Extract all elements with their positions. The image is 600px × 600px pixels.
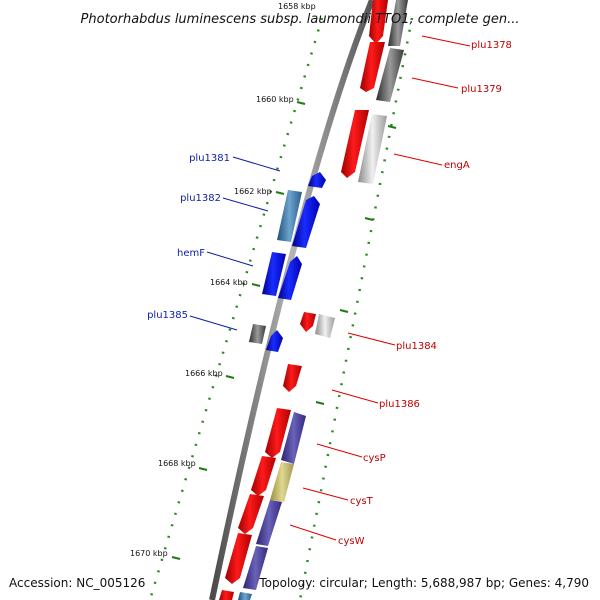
gene-plu1382-steel[interactable] — [277, 190, 302, 242]
gene-label-plu1384[interactable]: plu1384 — [396, 341, 437, 352]
feature-gray-3[interactable] — [358, 114, 387, 184]
paired-features — [238, 0, 408, 600]
gene-label-plu1378[interactable]: plu1378 — [471, 40, 512, 51]
gene-plu1385[interactable] — [266, 330, 283, 352]
gene-unlabeled-1[interactable] — [225, 533, 252, 584]
gene-label-plu1379[interactable]: plu1379 — [461, 84, 502, 95]
tick-track-right — [298, 17, 414, 600]
gene-label-cysP[interactable]: cysP — [363, 453, 386, 464]
gene-plu1386[interactable] — [283, 364, 302, 392]
forward-genes — [219, 0, 388, 600]
gene-label-hemF[interactable]: hemF — [177, 248, 205, 259]
feature-purple-3[interactable] — [243, 546, 268, 590]
gene-label-plu1381[interactable]: plu1381 — [189, 153, 230, 164]
gene-cysW[interactable] — [238, 494, 264, 534]
feature-olive[interactable] — [270, 462, 294, 502]
kbp-label-1666: 1666 kbp — [185, 369, 223, 378]
leader-lines-left — [189, 156, 281, 331]
gene-label-cysT[interactable]: cysT — [350, 496, 374, 507]
gene-label-engA[interactable]: engA — [444, 160, 470, 171]
gene-label-plu1382[interactable]: plu1382 — [180, 193, 221, 204]
tick-track-left — [148, 17, 324, 600]
map-title: Photorhabdus luminescens subsp. laumondi… — [81, 12, 520, 27]
accession-label: Accession: NC_005126 — [9, 576, 145, 590]
gene-hemF-1[interactable] — [262, 252, 286, 296]
gene-engA[interactable] — [341, 110, 369, 178]
feature-steel-bottom[interactable] — [238, 592, 252, 600]
feature-gray-2[interactable] — [376, 48, 404, 102]
gene-label-plu1385[interactable]: plu1385 — [147, 310, 188, 321]
kbp-label-1658: 1658 kbp — [278, 2, 316, 11]
gene-plu1381[interactable] — [308, 172, 326, 188]
gene-hemF-2[interactable] — [278, 256, 302, 300]
leader-lines-right — [289, 35, 471, 541]
gene-plu1379[interactable] — [360, 42, 385, 92]
genome-backbone — [209, 0, 375, 600]
gene-plu1378[interactable] — [369, 0, 388, 44]
gene-cysT[interactable] — [251, 456, 276, 496]
feature-purple-2[interactable] — [256, 500, 282, 546]
gene-unlabeled-2[interactable] — [219, 590, 234, 600]
kbp-tick-marks — [171, 101, 306, 560]
feature-purple-1[interactable] — [281, 412, 306, 464]
gene-plu1382[interactable] — [292, 196, 320, 248]
kbp-label-1660: 1660 kbp — [256, 95, 294, 104]
gene-cysP[interactable] — [265, 408, 291, 458]
kbp-label-1662: 1662 kbp — [234, 187, 272, 196]
feature-gray-1[interactable] — [388, 0, 408, 46]
kbp-label-1664: 1664 kbp — [210, 278, 248, 287]
kbp-label-1668: 1668 kbp — [158, 459, 196, 468]
feature-gray-4[interactable] — [315, 314, 335, 338]
topology-label: Topology: circular; Length: 5,688,987 bp… — [258, 576, 589, 590]
gene-label-cysW[interactable]: cysW — [338, 536, 365, 547]
reverse-genes — [249, 172, 326, 352]
right-track-marks — [315, 125, 397, 405]
gene-label-plu1386[interactable]: plu1386 — [379, 399, 420, 410]
kbp-label-1670: 1670 kbp — [130, 549, 168, 558]
gene-plu1385-gray[interactable] — [249, 324, 266, 344]
gene-plu1384[interactable] — [300, 312, 316, 332]
